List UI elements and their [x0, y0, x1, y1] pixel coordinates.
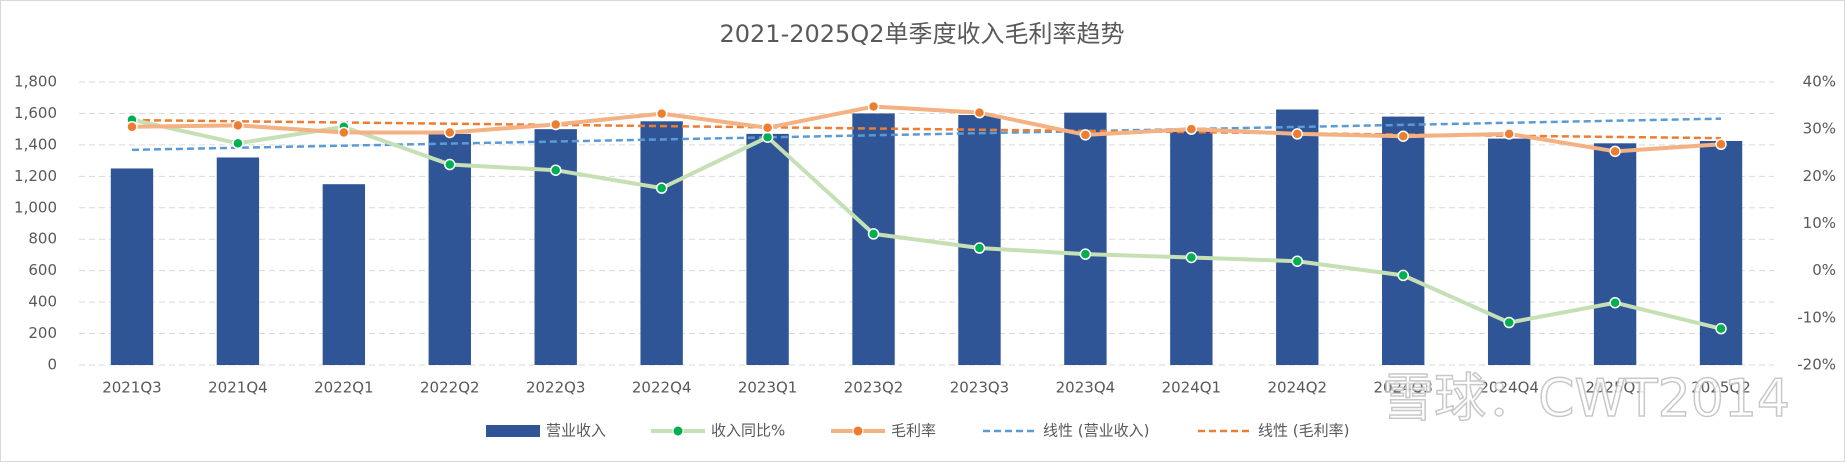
- legend-label: 毛利率: [891, 422, 936, 440]
- x-tick-label: 2024Q2: [1268, 379, 1328, 397]
- x-tick-label: 2023Q2: [844, 379, 904, 397]
- legend-label: 线性 (毛利率): [1258, 422, 1349, 440]
- line: [131, 117, 1722, 331]
- marker: [126, 121, 138, 133]
- x-tick-label: 2022Q1: [314, 379, 374, 397]
- legend-item: 线性 (毛利率): [1198, 422, 1349, 440]
- bar: [110, 168, 154, 365]
- marker: [232, 137, 244, 150]
- bar: [1382, 116, 1425, 365]
- bar: [1170, 129, 1213, 365]
- marker: [655, 107, 668, 120]
- marker: [761, 122, 774, 134]
- y2-tick-label: 0%: [1812, 261, 1836, 279]
- marker: [1715, 138, 1727, 151]
- marker: [1185, 251, 1198, 264]
- y2-tick-label: 20%: [1803, 167, 1836, 185]
- line: [131, 104, 1722, 154]
- y-tick-label: 0: [47, 356, 57, 374]
- x-tick-label: 2021Q3: [102, 379, 162, 397]
- x-tick-label: 2022Q3: [526, 379, 586, 397]
- marker: [1079, 248, 1092, 260]
- marker: [973, 242, 986, 254]
- bar: [322, 184, 366, 365]
- marker: [1715, 322, 1727, 335]
- marker: [1503, 316, 1515, 329]
- legend-swatch: [486, 425, 540, 437]
- x-tick-label: 2025Q2: [1691, 379, 1751, 397]
- y2-tick-label: 40%: [1803, 73, 1836, 91]
- marker: [1397, 130, 1409, 142]
- marker: [1079, 129, 1092, 141]
- legend-item: 毛利率: [831, 422, 936, 440]
- marker: [338, 126, 350, 139]
- bar: [428, 133, 471, 365]
- y2-tick-label: 10%: [1803, 214, 1836, 232]
- x-tick-label: 2022Q4: [632, 379, 692, 397]
- x-tick-label: 2024Q4: [1479, 379, 1539, 397]
- bar: [958, 115, 1001, 366]
- y-tick-label: 1,200: [14, 167, 57, 185]
- bar: [216, 157, 260, 365]
- marker: [444, 126, 456, 139]
- marker: [444, 158, 456, 171]
- bar: [640, 121, 683, 365]
- marker: [1609, 145, 1621, 158]
- marker: [973, 106, 986, 119]
- y2-tick-label: -10%: [1797, 308, 1836, 326]
- y-tick-label: 800: [28, 230, 57, 248]
- y-tick-label: 1,000: [14, 198, 57, 216]
- y-tick-label: 400: [28, 293, 57, 311]
- legend-label: 营业收入: [546, 422, 606, 440]
- marker: [867, 100, 880, 113]
- marker: [1291, 255, 1304, 267]
- marker: [655, 182, 668, 194]
- legend-item: 线性 (营业收入): [983, 422, 1149, 440]
- y-tick-label: 600: [28, 261, 57, 279]
- x-tick-label: 2023Q4: [1056, 379, 1116, 397]
- bar: [1593, 143, 1637, 365]
- marker: [549, 164, 562, 176]
- y-tick-label: 1,600: [14, 104, 57, 122]
- marker: [1185, 123, 1198, 135]
- legend-label: 收入同比%: [711, 422, 785, 440]
- y2-tick-label: 30%: [1803, 120, 1836, 138]
- x-tick-label: 2021Q4: [208, 379, 268, 397]
- legend-marker: [852, 425, 864, 437]
- marker: [1503, 128, 1515, 140]
- legend-item: 营业收入: [486, 422, 606, 440]
- bar: [1276, 109, 1319, 365]
- x-tick-label: 2025Q1: [1585, 379, 1645, 397]
- y-tick-label: 200: [28, 324, 57, 342]
- y-tick-label: 1,400: [14, 135, 57, 153]
- x-tick-label: 2024Q1: [1162, 379, 1222, 397]
- marker: [1609, 296, 1621, 309]
- x-tick-label: 2023Q3: [950, 379, 1010, 397]
- marker: [761, 131, 774, 143]
- y2-tick-label: -20%: [1797, 356, 1836, 374]
- legend-item: 收入同比%: [651, 422, 785, 440]
- marker: [232, 119, 244, 132]
- x-tick-label: 2023Q1: [738, 379, 798, 397]
- x-tick-label: 2022Q2: [420, 379, 480, 397]
- marker: [1291, 128, 1304, 140]
- marker: [549, 118, 562, 131]
- watermark: 雪球：CWT2014: [1382, 369, 1790, 429]
- marker: [1397, 269, 1409, 282]
- chart-title: 2021-2025Q2单季度收入毛利率趋势: [720, 20, 1125, 48]
- bar: [1487, 138, 1531, 365]
- legend-marker: [672, 425, 684, 437]
- marker: [867, 228, 880, 240]
- y-tick-label: 1,800: [14, 73, 57, 91]
- x-tick-label: 2024Q3: [1373, 379, 1433, 397]
- bar: [746, 133, 789, 365]
- legend-label: 线性 (营业收入): [1043, 422, 1149, 440]
- bar: [1064, 112, 1107, 366]
